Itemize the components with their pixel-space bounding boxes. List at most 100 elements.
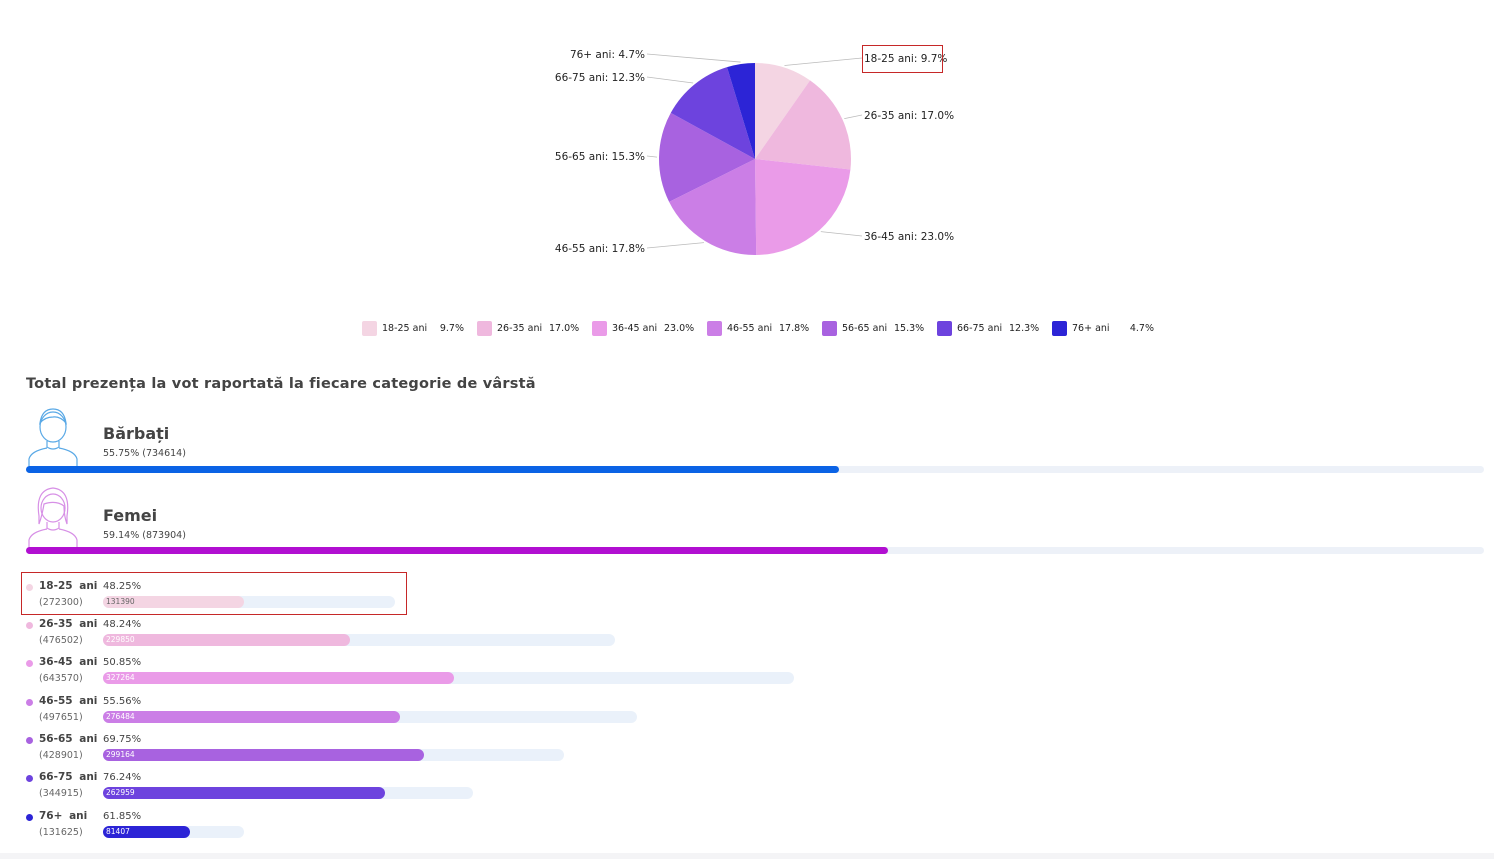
pie-data-label: 46-55 ani: 17.8% xyxy=(555,243,645,255)
legend-label: 66-75 ani xyxy=(957,323,1003,334)
age-group-label: 76+ ani xyxy=(39,810,88,822)
legend-item[interactable]: 76+ ani 4.7% xyxy=(1052,321,1167,336)
age-group-total: (344915) xyxy=(39,788,83,799)
age-group-bar[interactable]: 327264 xyxy=(103,672,455,684)
age-group-count: 299164 xyxy=(106,750,135,759)
age-group-bar[interactable]: 262959 xyxy=(103,787,386,799)
age-group-label: 46-55 ani xyxy=(39,695,98,707)
age-group-count: 262959 xyxy=(106,788,135,797)
legend-swatch xyxy=(1052,321,1067,336)
gender-progress-fill xyxy=(26,547,889,554)
pie-slice[interactable] xyxy=(755,80,851,170)
pie-leader-line xyxy=(646,53,741,63)
pie-data-label: 36-45 ani: 23.0% xyxy=(864,231,954,243)
pie-data-label: 66-75 ani: 12.3% xyxy=(555,72,645,84)
age-group-row: 46-55 ani (497651) 55.56% 276484 xyxy=(24,693,638,729)
age-group-total: (272300) xyxy=(39,597,83,608)
age-group-label: 18-25 ani xyxy=(39,580,98,592)
age-group-percent: 50.85% xyxy=(103,657,142,668)
age-group-track: 327264 xyxy=(103,672,794,684)
age-group-track: 299164 xyxy=(103,749,564,761)
age-group-percent: 48.25% xyxy=(103,581,142,592)
pie-leader-line xyxy=(820,231,863,237)
age-group-count: 327264 xyxy=(106,673,135,682)
highlight-box-age-row xyxy=(21,572,407,615)
legend-swatch xyxy=(362,321,377,336)
legend-label: 36-45 ani xyxy=(612,323,658,334)
pie-data-label: 56-65 ani: 15.3% xyxy=(555,151,645,163)
legend-swatch xyxy=(707,321,722,336)
legend-item[interactable]: 18-25 ani 9.7% xyxy=(362,321,477,336)
pie-data-label: 76+ ani: 4.7% xyxy=(570,49,645,61)
age-group-percent: 76.24% xyxy=(103,772,142,783)
age-group-row: 36-45 ani (643570) 50.85% 327264 xyxy=(24,654,794,690)
age-group-bar[interactable]: 81407 xyxy=(103,826,191,838)
male-avatar-icon xyxy=(28,408,78,466)
legend-label: 46-55 ani xyxy=(727,323,773,334)
legend-item[interactable]: 56-65 ani 15.3% xyxy=(822,321,937,336)
pie-slice[interactable] xyxy=(727,63,755,159)
legend-value: 23.0% xyxy=(664,323,695,334)
age-group-track: 81407 xyxy=(103,826,245,838)
pie-data-label: 18-25 ani: 9.7% xyxy=(864,53,947,65)
legend-swatch xyxy=(937,321,952,336)
age-group-bar[interactable]: 229850 xyxy=(103,634,350,646)
age-group-track: 229850 xyxy=(103,634,615,646)
age-group-track: 262959 xyxy=(103,787,474,799)
age-group-dot xyxy=(26,584,33,591)
footer-divider xyxy=(0,853,1494,859)
section-title: Total prezența la vot raportată la fieca… xyxy=(26,376,536,392)
gender-progress-track xyxy=(26,466,1484,473)
age-group-track: 131390 xyxy=(103,596,396,608)
pie-leader-line xyxy=(646,155,658,158)
legend-item[interactable]: 66-75 ani 12.3% xyxy=(937,321,1052,336)
age-group-count: 276484 xyxy=(106,712,135,721)
legend-swatch xyxy=(592,321,607,336)
gender-progress-fill xyxy=(26,466,839,473)
age-group-track: 276484 xyxy=(103,711,638,723)
age-group-label: 36-45 ani xyxy=(39,656,98,668)
age-group-row: 66-75 ani (344915) 76.24% 262959 xyxy=(24,769,624,805)
age-group-bar[interactable]: 276484 xyxy=(103,711,400,723)
age-group-dot xyxy=(26,660,33,667)
age-group-row: 76+ ani (131625) 61.85% 81407 xyxy=(24,808,624,844)
legend-label: 26-35 ani xyxy=(497,323,543,334)
legend-value: 12.3% xyxy=(1009,323,1040,334)
age-group-percent: 69.75% xyxy=(103,734,142,745)
age-group-total: (476502) xyxy=(39,635,83,646)
pie-slice[interactable] xyxy=(669,159,757,255)
legend-label: 18-25 ani xyxy=(382,323,428,334)
age-group-label: 56-65 ani xyxy=(39,733,98,745)
pie-slice[interactable] xyxy=(670,67,755,159)
pie-slice[interactable] xyxy=(755,159,851,255)
age-group-label: 26-35 ani xyxy=(39,618,98,630)
legend-item[interactable]: 26-35 ani 17.0% xyxy=(477,321,592,336)
pie-slice[interactable] xyxy=(659,112,755,202)
age-group-row: 56-65 ani (428901) 69.75% 299164 xyxy=(24,731,624,767)
age-group-total: (131625) xyxy=(39,827,83,838)
pie-leader-line xyxy=(784,57,863,66)
legend-item[interactable]: 36-45 ani 23.0% xyxy=(592,321,707,336)
legend-item[interactable]: 46-55 ani 17.8% xyxy=(707,321,822,336)
pie-slice[interactable] xyxy=(755,63,811,159)
legend-swatch xyxy=(822,321,837,336)
pie-data-label: 26-35 ani: 17.0% xyxy=(864,110,954,122)
age-group-percent: 55.56% xyxy=(103,696,142,707)
age-group-percent: 48.24% xyxy=(103,619,142,630)
legend-value: 4.7% xyxy=(1129,323,1154,334)
age-group-bar[interactable]: 299164 xyxy=(103,749,425,761)
age-group-total: (643570) xyxy=(39,673,83,684)
female-avatar-icon xyxy=(28,487,78,547)
age-group-count: 81407 xyxy=(106,827,130,836)
age-group-row: 26-35 ani (476502) 48.24% 229850 xyxy=(24,616,624,652)
pie-leader-line xyxy=(844,114,863,119)
age-pie-chart: 18-25 ani: 9.7% 26-35 ani: 17.0% 36-45 ani… xyxy=(555,49,954,255)
legend-swatch xyxy=(477,321,492,336)
gender-female: Femei 59.14% (873904) xyxy=(26,486,1486,556)
gender-name: Femei xyxy=(103,506,158,525)
age-group-count: 229850 xyxy=(106,635,135,644)
pie-legend: 18-25 ani 9.7% 26-35 ani 17.0% 36-45 ani 23.0… xyxy=(362,321,1167,336)
legend-value: 9.7% xyxy=(439,323,464,334)
age-group-bar[interactable]: 131390 xyxy=(103,596,245,608)
legend-value: 17.8% xyxy=(779,323,810,334)
